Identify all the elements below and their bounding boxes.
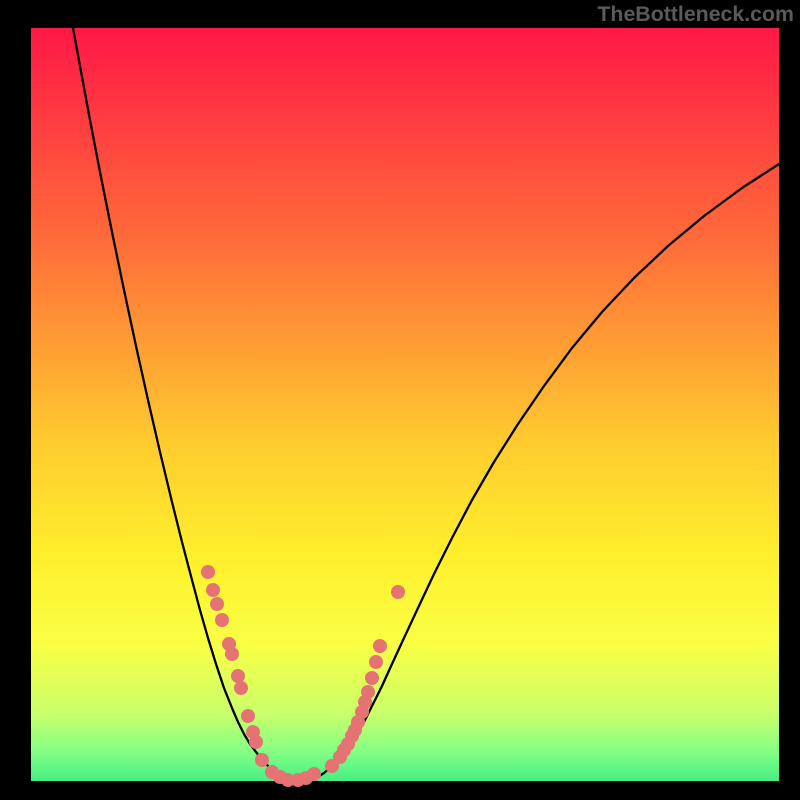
data-marker [373, 639, 387, 653]
data-marker [307, 767, 321, 781]
bottleneck-curve [73, 28, 779, 781]
stage: TheBottleneck.com [0, 0, 800, 800]
data-marker [210, 597, 224, 611]
overlay-svg [0, 0, 800, 800]
data-marker [225, 647, 239, 661]
data-marker [206, 583, 220, 597]
data-marker [234, 681, 248, 695]
data-marker [361, 685, 375, 699]
data-markers-group [201, 565, 405, 787]
data-marker [241, 709, 255, 723]
data-marker [369, 655, 383, 669]
data-marker [215, 613, 229, 627]
watermark-label: TheBottleneck.com [597, 2, 794, 27]
data-marker [231, 669, 245, 683]
data-marker [391, 585, 405, 599]
data-marker [255, 753, 269, 767]
data-marker [249, 735, 263, 749]
data-marker [201, 565, 215, 579]
data-marker [365, 671, 379, 685]
